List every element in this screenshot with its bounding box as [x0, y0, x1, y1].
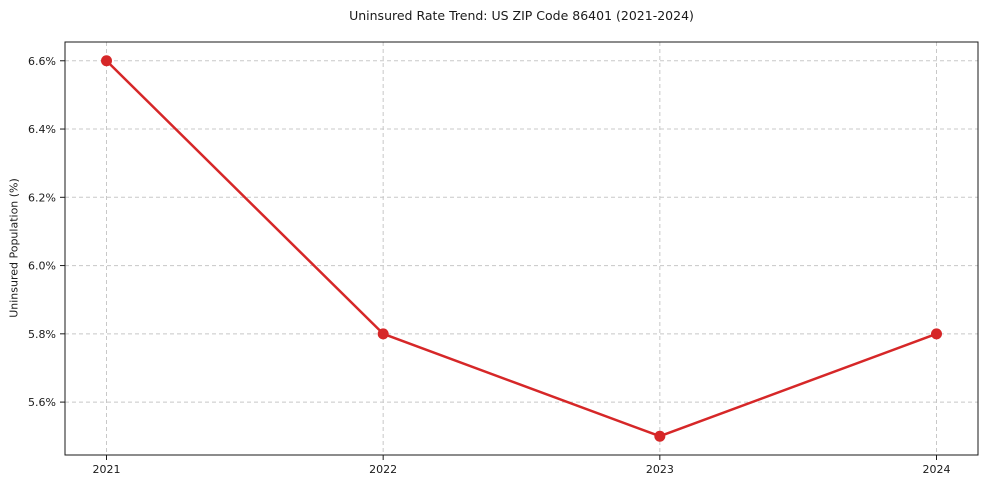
y-tick-label: 6.2% [28, 191, 56, 204]
data-point-marker [377, 328, 389, 340]
y-tick-label: 6.6% [28, 55, 56, 68]
y-tick-label: 5.8% [28, 328, 56, 341]
data-point-marker [654, 430, 666, 442]
data-point-marker [931, 328, 942, 340]
x-tick-label: 2024 [923, 463, 951, 476]
x-tick-label: 2023 [646, 463, 674, 476]
x-tick-label: 2022 [369, 463, 397, 476]
chart-title: Uninsured Rate Trend: US ZIP Code 86401 … [349, 8, 694, 23]
plot-border [64, 41, 979, 456]
data-point-marker [101, 55, 112, 67]
y-tick-label: 6.0% [28, 260, 56, 273]
x-tick-label: 2021 [93, 463, 121, 476]
trend-line [105, 59, 938, 438]
y-tick-label: 5.6% [28, 396, 56, 409]
y-tick-label: 6.4% [28, 123, 56, 136]
